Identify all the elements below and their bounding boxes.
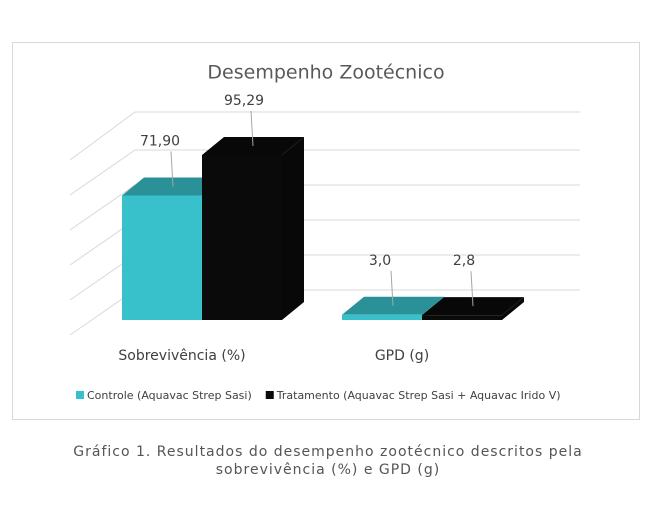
legend-swatch [265,391,274,399]
bar [342,314,422,320]
grid-line [69,111,580,161]
x-tick-label: GPD (g) [375,348,429,364]
value-label: 2,8 [453,253,475,269]
bar [422,315,502,320]
x-tick-label: Sobrevivência (%) [118,348,245,364]
legend-label: Tratamento (Aquavac Strep Sasi + Aquavac… [276,389,561,402]
bar-side [282,137,304,320]
chart-frame [12,42,640,420]
leader-line [170,151,174,187]
legend-swatch [76,391,84,399]
bar [202,155,282,320]
caption: sobrevivência (%) e GPD (g) [216,462,440,478]
value-label: 95,29 [224,93,264,109]
bar [122,195,202,320]
grid-line [69,149,580,196]
value-label: 71,90 [140,134,180,150]
leader-line [250,110,254,147]
value-label: 3,0 [369,253,391,269]
leader-line [390,270,394,306]
chart-title: Desempenho Zootécnico [207,62,444,84]
legend-label: Controle (Aquavac Strep Sasi) [87,389,252,402]
leader-line [470,271,474,307]
caption: Gráfico 1. Resultados do desempenho zoot… [73,444,582,460]
bar-side [502,297,524,320]
